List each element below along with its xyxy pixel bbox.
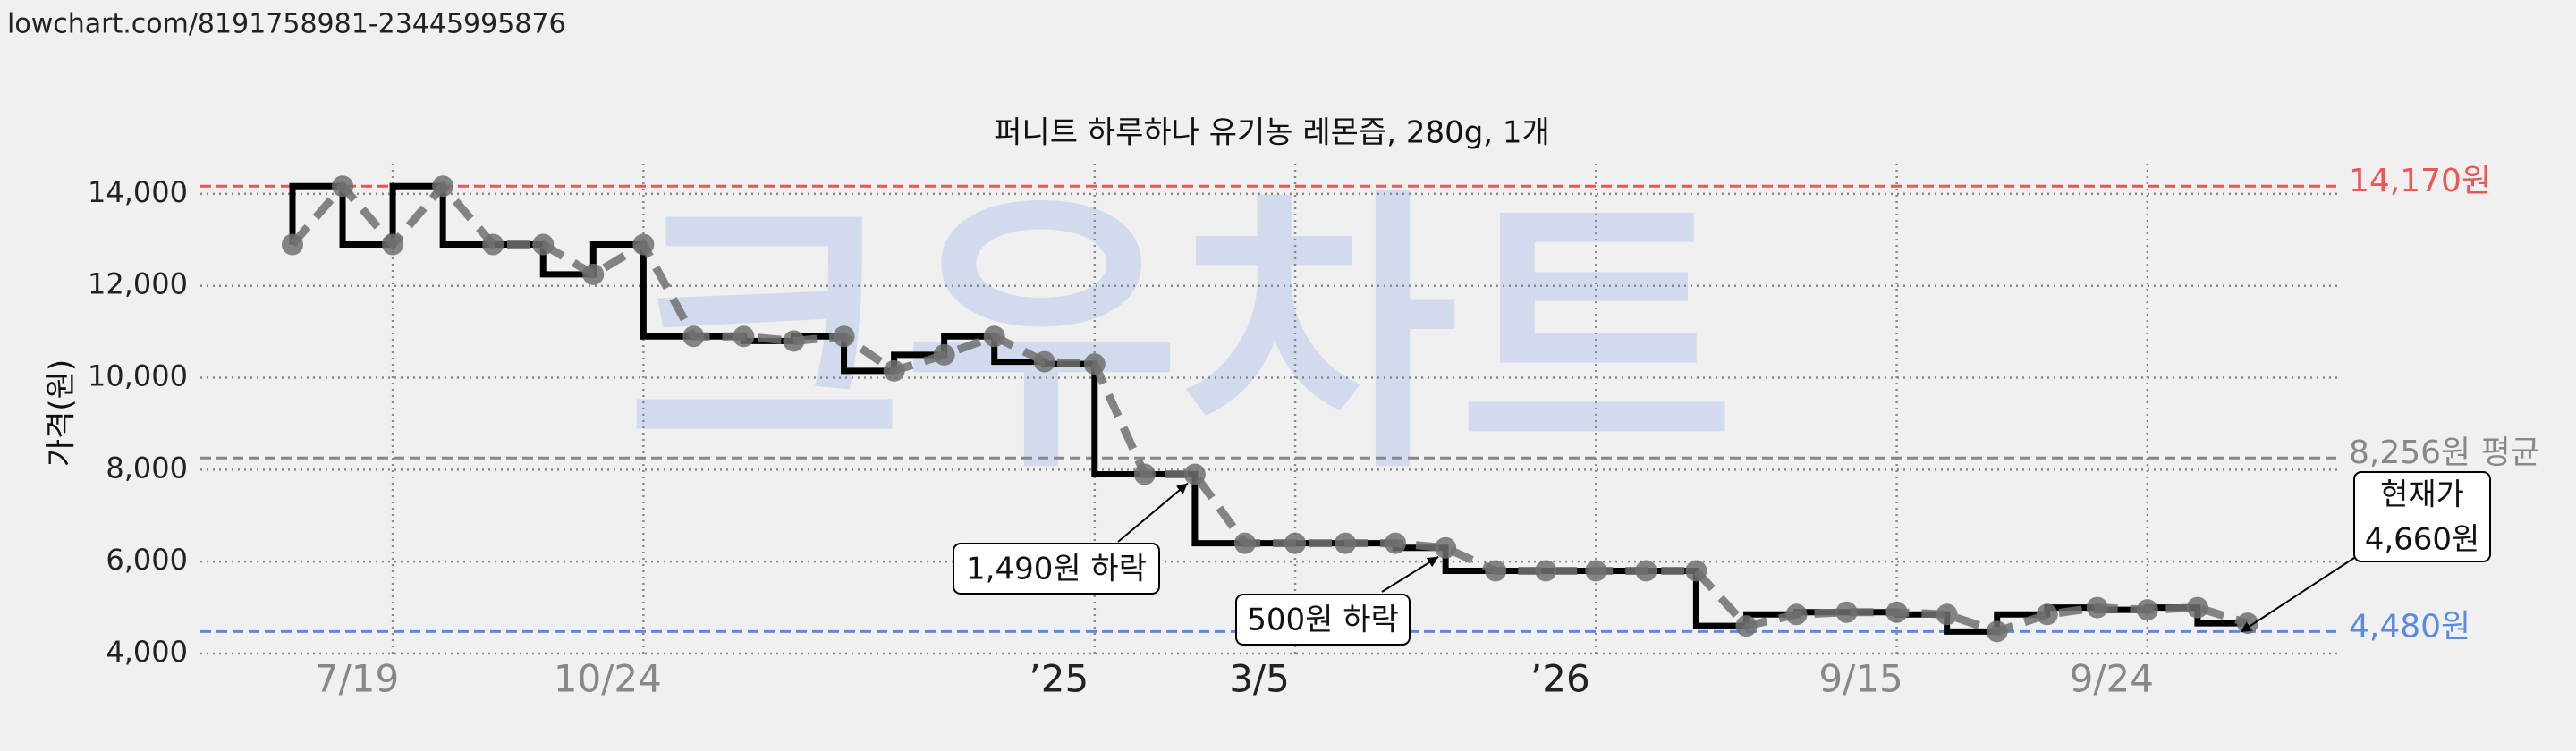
price-point bbox=[1535, 560, 1557, 582]
price-point bbox=[582, 263, 605, 285]
price-point bbox=[2136, 599, 2158, 621]
annotation-box bbox=[2353, 471, 2491, 562]
price-point bbox=[1435, 536, 1457, 559]
price-point bbox=[883, 359, 905, 382]
price-point bbox=[432, 175, 454, 198]
x-tick-label: ’25 bbox=[1029, 657, 1089, 701]
annotation-arrow bbox=[1381, 555, 1439, 593]
price-point bbox=[1936, 603, 1958, 626]
price-point bbox=[1335, 532, 1357, 554]
price-point bbox=[1986, 620, 2008, 643]
price-point bbox=[2086, 596, 2108, 619]
y-axis-label: 가격(원) bbox=[44, 359, 80, 467]
price-point bbox=[2186, 596, 2208, 619]
price-point bbox=[1835, 601, 1858, 623]
reference-label: 8,256원 평균 bbox=[2349, 435, 2540, 471]
price-point bbox=[1133, 463, 1156, 485]
price-point bbox=[632, 233, 655, 256]
annotation-box bbox=[1235, 594, 1411, 646]
reference-label: 14,170원 bbox=[2349, 163, 2491, 199]
price-point bbox=[1083, 353, 1106, 376]
x-tick-label: 7/19 bbox=[315, 657, 399, 701]
y-tick-label: 12,000 bbox=[88, 267, 188, 301]
annotation-box bbox=[953, 543, 1160, 595]
price-point bbox=[783, 330, 805, 352]
price-point bbox=[1585, 560, 1607, 582]
y-tick-label: 14,000 bbox=[88, 175, 188, 209]
price-point bbox=[482, 233, 504, 256]
reference-label: 4,480원 bbox=[2349, 608, 2470, 645]
price-point bbox=[382, 233, 404, 256]
url: lowchart.com/8191758981-23445995876 bbox=[7, 9, 566, 40]
price-point bbox=[983, 325, 1005, 348]
annotation-text: 1,490원 하락 bbox=[966, 552, 1147, 587]
x-tick-label: ’26 bbox=[1530, 657, 1590, 701]
price-point bbox=[332, 175, 354, 198]
price-point bbox=[1785, 603, 1808, 626]
price-point bbox=[1685, 560, 1707, 582]
annotation-text: 500원 하락 bbox=[1247, 603, 1399, 638]
price-point bbox=[933, 343, 955, 366]
price-point bbox=[1885, 601, 1908, 623]
annotation-text: 4,660원 bbox=[2365, 522, 2480, 558]
x-tick-label: 9/24 bbox=[2070, 657, 2154, 701]
price-point bbox=[833, 325, 855, 348]
y-tick-label: 6,000 bbox=[106, 543, 188, 577]
x-tick-label: 9/15 bbox=[1818, 657, 1902, 701]
price-point bbox=[1635, 560, 1657, 582]
price-point bbox=[1385, 532, 1407, 554]
price-point bbox=[282, 233, 303, 256]
x-tick-label: 3/5 bbox=[1229, 657, 1290, 701]
annotation-arrow bbox=[1117, 482, 1189, 543]
y-tick-label: 8,000 bbox=[106, 451, 188, 485]
y-tick-label: 4,000 bbox=[106, 635, 188, 669]
annotation-text: 현재가 bbox=[2380, 477, 2464, 513]
price-line bbox=[289, 180, 2250, 637]
price-point bbox=[1233, 532, 1256, 554]
price-point bbox=[1033, 350, 1055, 373]
y-tick-label: 10,000 bbox=[88, 359, 188, 393]
price-point bbox=[1735, 615, 1758, 637]
annotation-arrow bbox=[2240, 557, 2355, 633]
price-point bbox=[682, 325, 705, 348]
chart-title: 퍼니트 하루하나 유기농 레몬즙, 280g, 1개 bbox=[994, 115, 1550, 151]
price-point bbox=[2036, 603, 2058, 626]
price-point bbox=[1485, 560, 1507, 582]
price-point bbox=[532, 233, 555, 256]
price-point bbox=[1183, 463, 1206, 485]
x-tick-label: 10/24 bbox=[554, 657, 662, 701]
price-point bbox=[1284, 532, 1306, 554]
price-point bbox=[733, 325, 755, 348]
